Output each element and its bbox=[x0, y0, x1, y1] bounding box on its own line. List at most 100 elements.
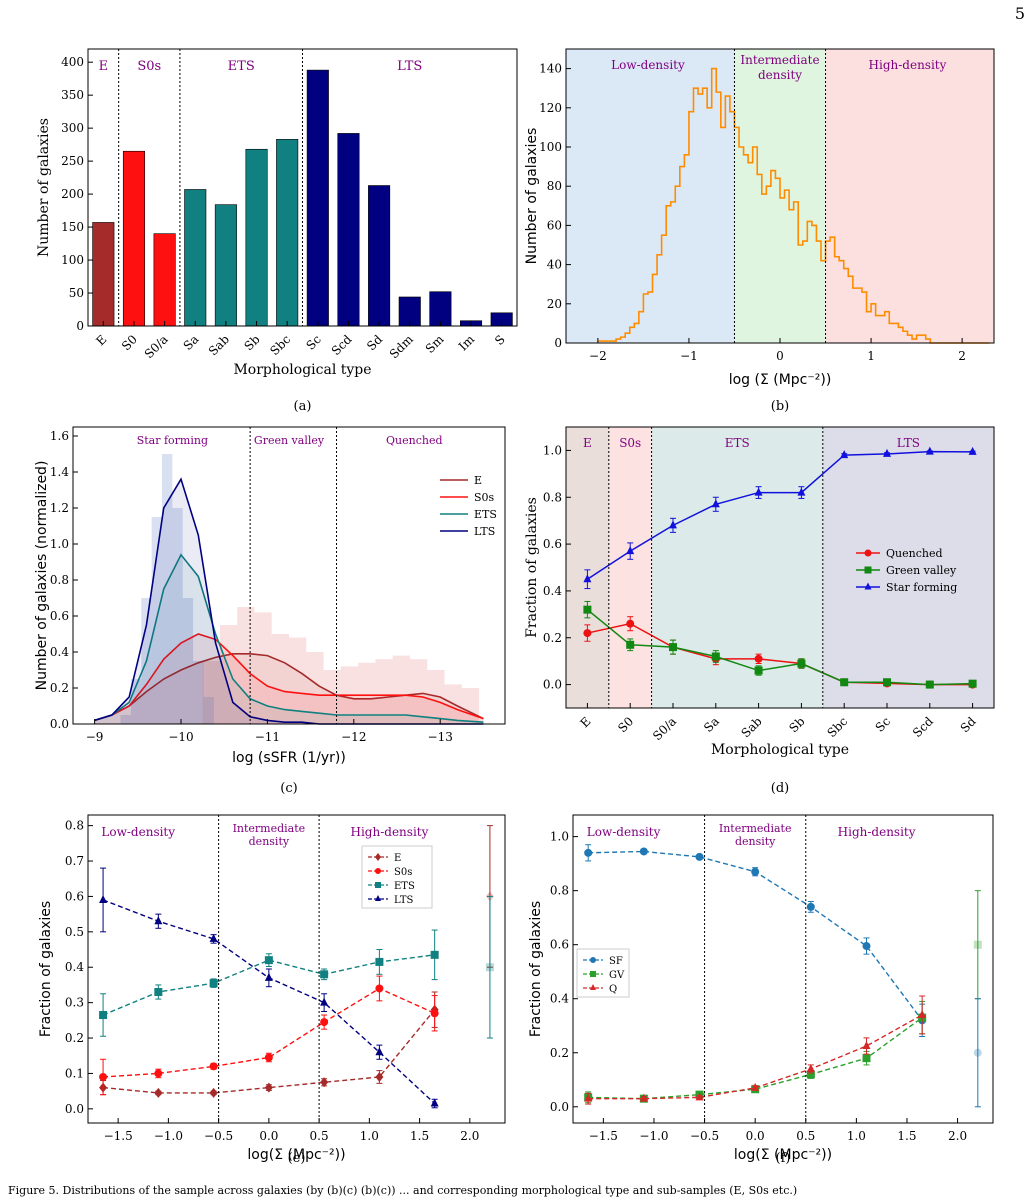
data-point bbox=[154, 1069, 163, 1078]
region-label: High-density bbox=[838, 825, 916, 839]
legend-label: S0s bbox=[474, 491, 495, 504]
panel-a: E S0s ETS LTS 0 50 100 150 200 250 300 350 400 E S0 S0/… bbox=[36, 48, 518, 414]
data-point bbox=[590, 984, 596, 990]
y-tick-label: 20 bbox=[547, 297, 562, 311]
background-bar bbox=[203, 697, 214, 724]
region-label: S0s bbox=[137, 59, 161, 74]
y-tick-label: 0.6 bbox=[50, 609, 69, 623]
x-tick-label: S0 bbox=[119, 332, 140, 353]
data-point bbox=[669, 643, 677, 652]
series-line bbox=[586, 450, 973, 580]
x-tick-label: Sa bbox=[181, 332, 202, 353]
y-tick-label: 50 bbox=[69, 286, 84, 300]
region-label: Intermediate bbox=[740, 53, 819, 67]
data-point bbox=[751, 867, 760, 876]
background-bar bbox=[130, 679, 142, 724]
background-bar bbox=[172, 508, 183, 724]
kde-fill bbox=[94, 554, 484, 724]
background-bar bbox=[289, 637, 307, 724]
y-tick-label: 0.0 bbox=[550, 1100, 569, 1114]
x-tick-label: Sbc bbox=[267, 332, 293, 358]
background-bar bbox=[409, 659, 428, 724]
background-bar bbox=[219, 625, 238, 724]
region-label: ETS bbox=[228, 59, 255, 74]
y-tick-label: 0.8 bbox=[550, 884, 569, 898]
y-tick-label: 1.0 bbox=[550, 830, 569, 844]
legend: E S0s ETS LTS bbox=[361, 845, 433, 909]
x-tick-label: Sc bbox=[873, 714, 894, 735]
data-point bbox=[590, 971, 596, 977]
data-point bbox=[925, 680, 934, 689]
data-point bbox=[264, 972, 273, 981]
region-bg bbox=[822, 427, 994, 708]
y-tick-label: 300 bbox=[61, 121, 84, 135]
y-tick-label: 0.4 bbox=[65, 960, 84, 974]
y-tick-label: 0.6 bbox=[65, 889, 84, 903]
legend-box bbox=[576, 948, 630, 998]
y-tick-label: 0.4 bbox=[50, 645, 69, 659]
data-point bbox=[320, 970, 329, 979]
kde-fill bbox=[94, 653, 484, 724]
x-tick-label: 1 bbox=[867, 349, 875, 363]
y-tick-label: 0 bbox=[554, 336, 562, 350]
data-point bbox=[485, 963, 494, 972]
data-point bbox=[154, 988, 163, 997]
data-point bbox=[209, 979, 218, 988]
data-point bbox=[264, 956, 273, 965]
x-tick-label: E bbox=[93, 332, 109, 348]
y-tick-label: 1.2 bbox=[50, 501, 69, 515]
data-point bbox=[711, 499, 720, 508]
data-point bbox=[583, 574, 592, 583]
x-tick-label: S0/a bbox=[650, 714, 679, 743]
x-tick-label: Sab bbox=[206, 332, 232, 358]
y-tick-label: 0.8 bbox=[65, 819, 84, 833]
x-tick-label: −1.5 bbox=[589, 1129, 618, 1143]
bar bbox=[92, 222, 115, 327]
y-tick-label: 140 bbox=[539, 62, 562, 76]
legend-label: S0s bbox=[394, 867, 412, 878]
data-point bbox=[320, 1077, 329, 1088]
x-tick-label: Sc bbox=[303, 332, 324, 353]
data-point bbox=[864, 582, 872, 590]
y-tick-label: 0.2 bbox=[543, 631, 562, 645]
x-tick-label: 2.0 bbox=[460, 1129, 479, 1143]
y-tick-label: 120 bbox=[539, 101, 562, 115]
y-tick-label: 0.5 bbox=[65, 925, 84, 939]
bar bbox=[429, 291, 452, 327]
data-point bbox=[320, 1018, 329, 1027]
data-point bbox=[209, 1087, 218, 1098]
y-tick-label: 0.6 bbox=[543, 537, 562, 551]
bar bbox=[306, 69, 329, 327]
bar bbox=[337, 133, 360, 327]
caption-text: Figure 5. Distributions of the sample ac… bbox=[8, 1184, 798, 1197]
data-point bbox=[626, 619, 635, 628]
kde-line bbox=[94, 653, 484, 722]
axes-frame bbox=[572, 814, 994, 1124]
background-bar bbox=[202, 661, 220, 724]
data-point bbox=[209, 933, 218, 942]
x-axis-label: log(Σ (Mpc⁻²)) bbox=[247, 1147, 345, 1163]
panel-label: (a) bbox=[294, 399, 312, 414]
data-point bbox=[590, 957, 596, 963]
background-bar bbox=[182, 598, 194, 724]
data-point bbox=[154, 1087, 163, 1098]
y-tick-label: 0.6 bbox=[550, 938, 569, 952]
x-tick-label: −2 bbox=[589, 349, 607, 363]
page-number: 5 bbox=[1014, 4, 1025, 23]
y-tick-label: 200 bbox=[61, 187, 84, 201]
x-tick-label: 0.5 bbox=[310, 1129, 329, 1143]
data-point bbox=[918, 1009, 927, 1018]
region-label: density bbox=[249, 835, 290, 848]
x-tick-label: 0.5 bbox=[796, 1129, 815, 1143]
x-tick-label: −0.5 bbox=[204, 1129, 233, 1143]
series-line bbox=[103, 987, 435, 1078]
x-tick-label: S0/a bbox=[142, 332, 171, 361]
axes-frame bbox=[72, 426, 506, 725]
data-point bbox=[973, 1048, 982, 1057]
x-tick-label: 1.5 bbox=[410, 1129, 429, 1143]
x-tick-label: −10 bbox=[168, 730, 193, 744]
y-tick-label: 0.0 bbox=[543, 678, 562, 692]
x-tick-label: Im bbox=[456, 332, 478, 354]
data-point bbox=[375, 895, 381, 901]
